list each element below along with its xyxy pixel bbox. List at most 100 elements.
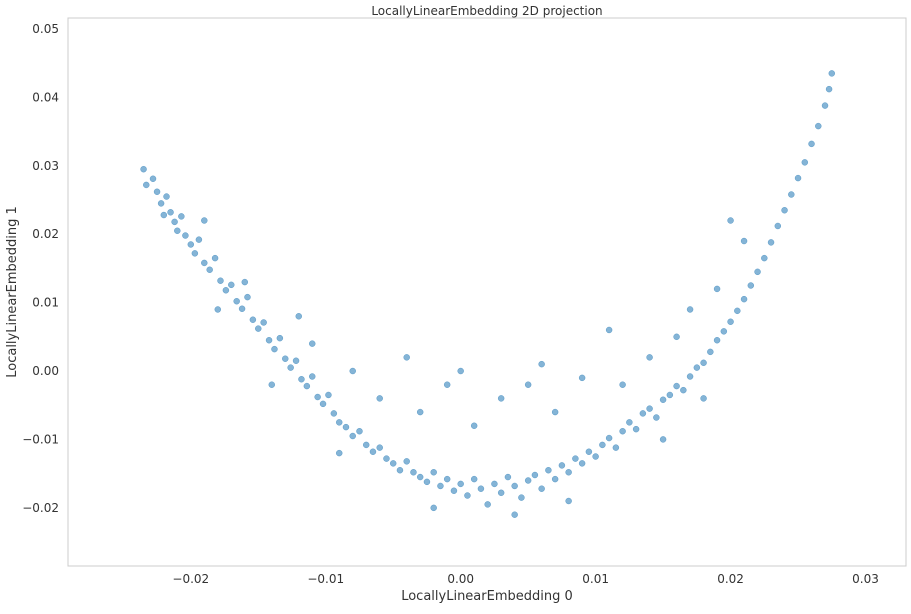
x-tick-label: 0.02 <box>717 572 744 586</box>
point <box>605 434 613 442</box>
point <box>376 395 383 402</box>
point <box>565 497 572 505</box>
point <box>233 297 240 305</box>
point <box>265 336 273 344</box>
point <box>255 325 262 332</box>
x-axis-label: LocallyLinearEmbedding 0 <box>401 589 573 604</box>
x-tick-label: −0.02 <box>172 572 209 586</box>
point <box>524 381 532 388</box>
point <box>276 334 284 342</box>
y-tick-label: −0.01 <box>22 432 59 446</box>
point <box>349 367 356 375</box>
point <box>187 241 195 248</box>
point <box>157 200 165 207</box>
point <box>578 460 586 467</box>
point <box>369 448 377 455</box>
point <box>605 326 613 334</box>
point <box>268 381 276 388</box>
point <box>761 254 768 262</box>
x-tick-label: 0.00 <box>447 572 474 586</box>
point <box>437 482 444 490</box>
point <box>673 382 680 390</box>
point <box>470 475 478 483</box>
point <box>491 480 498 488</box>
point <box>222 287 230 294</box>
point <box>700 359 707 367</box>
point <box>653 414 660 421</box>
point <box>666 391 674 399</box>
point <box>403 458 410 465</box>
point <box>178 213 185 220</box>
point <box>143 181 150 189</box>
point <box>201 217 208 224</box>
point <box>303 382 311 390</box>
point <box>686 373 694 380</box>
point <box>457 367 464 375</box>
point <box>659 436 667 443</box>
point <box>531 471 539 479</box>
point <box>781 206 788 214</box>
point <box>680 386 687 394</box>
point <box>295 313 303 320</box>
y-axis-label: LocallyLinearEmbedding 1 <box>5 206 20 378</box>
point <box>477 485 485 492</box>
points <box>140 70 836 518</box>
point <box>191 250 199 257</box>
point <box>646 354 653 361</box>
y-tick-label: 0.00 <box>32 364 59 378</box>
plot-area <box>67 17 907 567</box>
point <box>707 348 714 356</box>
point <box>308 373 316 380</box>
point <box>592 453 599 460</box>
point <box>740 295 748 303</box>
point <box>639 410 647 417</box>
point <box>342 423 350 431</box>
point <box>389 460 397 467</box>
point <box>794 174 802 182</box>
point <box>217 277 224 284</box>
point <box>497 395 505 402</box>
point <box>511 511 518 518</box>
point <box>416 473 424 481</box>
point <box>450 487 458 494</box>
point <box>767 239 775 246</box>
point <box>457 480 464 488</box>
point <box>335 449 343 457</box>
point <box>249 316 257 323</box>
point <box>754 268 761 276</box>
point <box>558 462 566 469</box>
point <box>551 408 559 416</box>
point <box>565 469 572 476</box>
chart-title: LocallyLinearEmbedding 2D projection <box>371 4 602 18</box>
point <box>538 360 545 368</box>
point <box>632 425 640 433</box>
point <box>319 400 327 408</box>
point <box>356 427 363 435</box>
point <box>149 175 157 183</box>
point <box>396 466 404 474</box>
point <box>330 410 338 417</box>
point <box>497 489 505 497</box>
point <box>774 222 782 230</box>
point <box>298 375 305 383</box>
point <box>727 318 734 326</box>
point <box>314 393 321 401</box>
point <box>244 293 251 301</box>
point <box>335 419 343 426</box>
point <box>734 307 741 315</box>
point <box>325 391 332 399</box>
point <box>160 211 168 219</box>
point <box>821 102 829 109</box>
point <box>163 193 170 200</box>
point <box>619 381 626 388</box>
point <box>551 475 559 483</box>
point <box>271 345 278 353</box>
point <box>578 374 586 382</box>
point <box>788 191 795 198</box>
point <box>423 478 431 486</box>
point <box>659 396 667 404</box>
point <box>686 306 694 313</box>
point <box>195 236 203 243</box>
point <box>349 432 356 440</box>
point <box>282 355 289 362</box>
